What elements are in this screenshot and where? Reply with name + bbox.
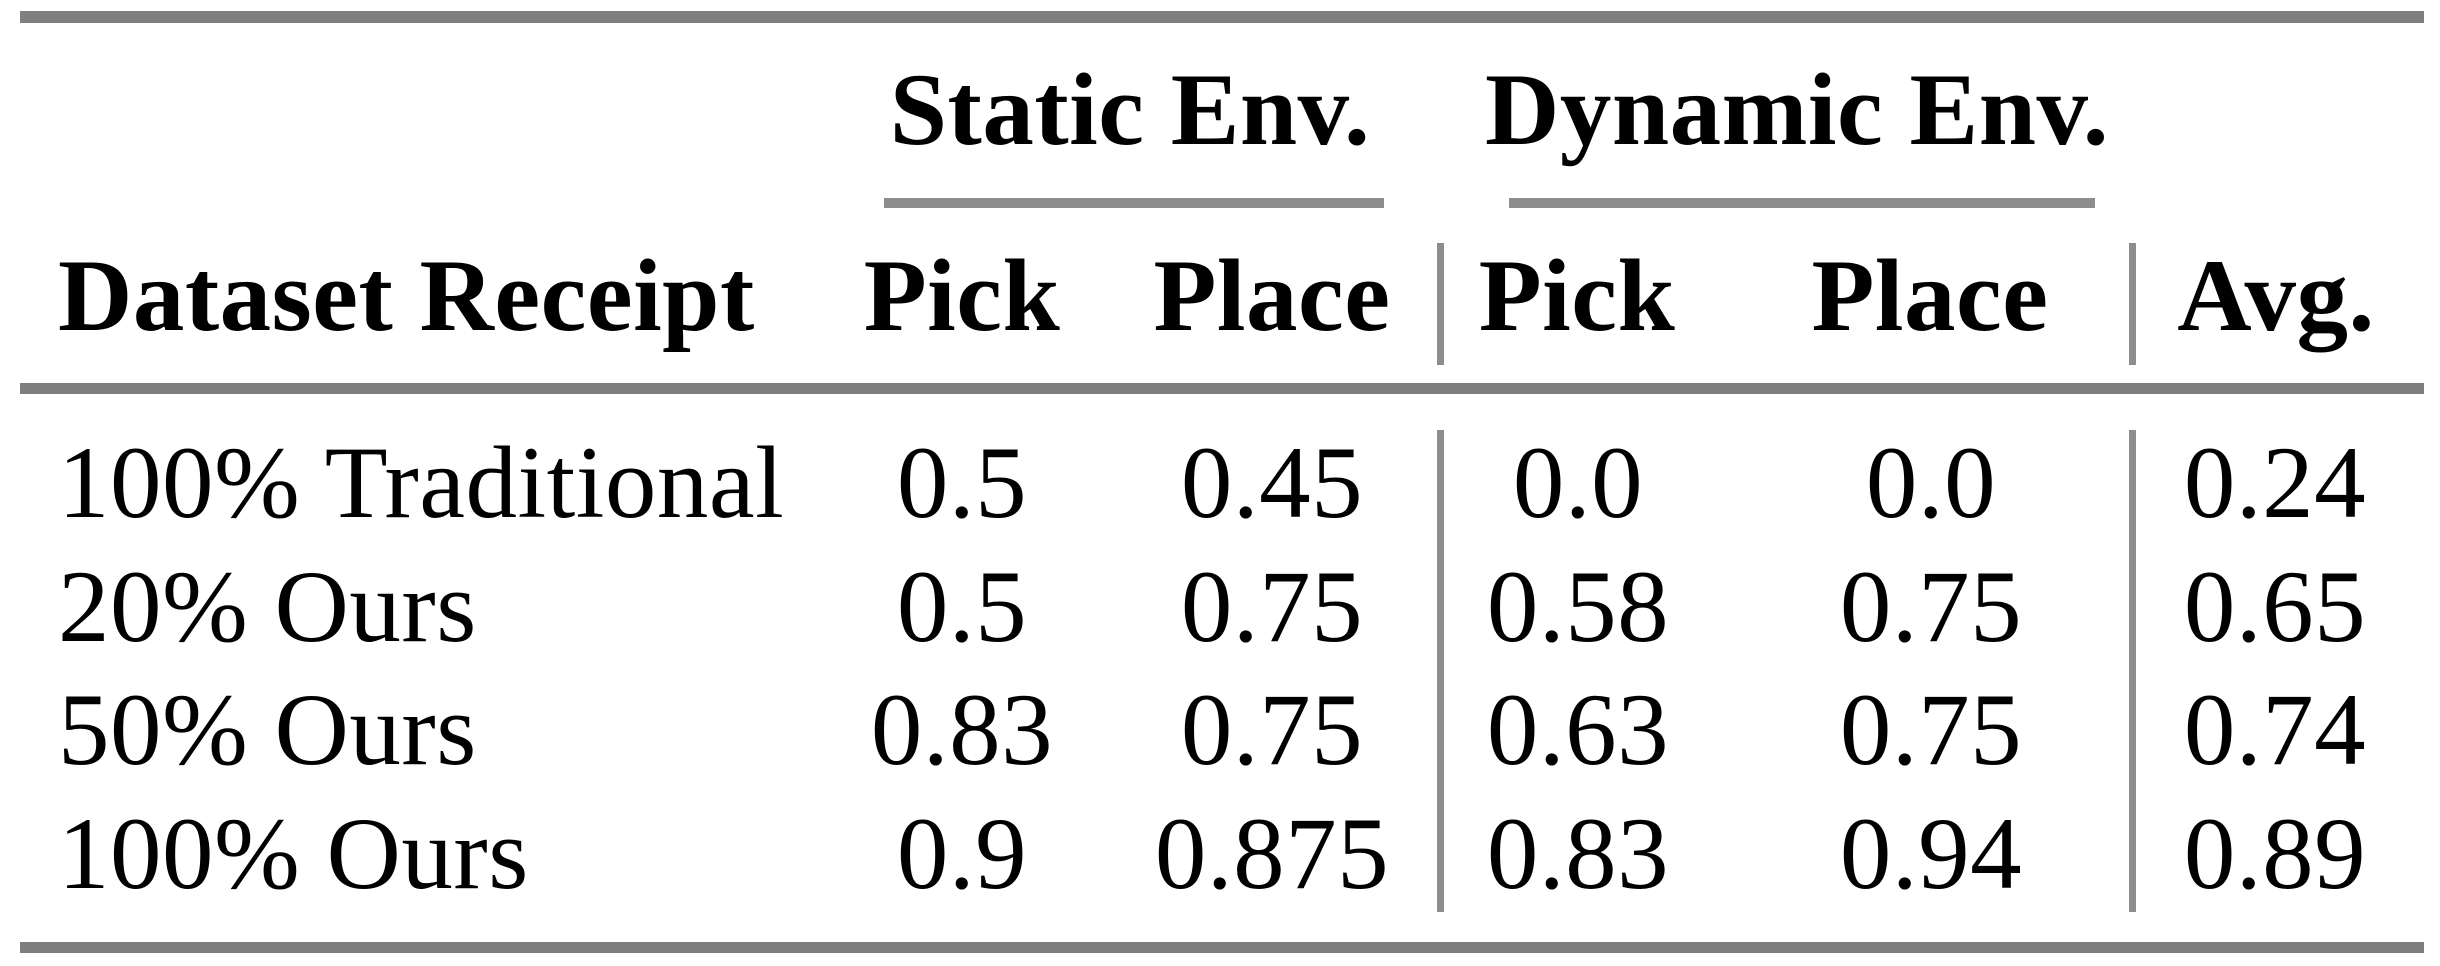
header-vline-static-dynamic — [1437, 243, 1444, 365]
group-header-static-env: Static Env. — [889, 53, 1371, 167]
cell-avg: 0.74 — [2183, 673, 2367, 787]
cell-static-place: 0.75 — [1180, 550, 1364, 664]
cell-avg: 0.89 — [2183, 797, 2367, 911]
group-header-dynamic-env: Dynamic Env. — [1484, 53, 2110, 167]
col-header-static-pick: Pick — [863, 239, 1061, 353]
body-vline-avg — [2129, 430, 2136, 912]
cell-static-pick: 0.5 — [896, 550, 1028, 664]
cell-dynamic-pick: 0.0 — [1512, 426, 1644, 540]
cell-dynamic-place: 0.75 — [1839, 550, 2023, 664]
bottom-rule — [20, 942, 2424, 953]
cell-dynamic-place: 0.94 — [1839, 797, 2023, 911]
col-header-dynamic-place: Place — [1811, 239, 2049, 353]
col-header-dataset-receipt: Dataset Receipt — [58, 239, 755, 353]
row-label: 20% Ours — [58, 550, 477, 664]
col-header-dynamic-pick: Pick — [1478, 239, 1676, 353]
col-header-avg: Avg. — [2177, 239, 2375, 353]
cell-dynamic-pick: 0.58 — [1486, 550, 1670, 664]
cell-dynamic-pick: 0.83 — [1486, 797, 1670, 911]
cell-dynamic-place: 0.0 — [1865, 426, 1997, 540]
cell-avg: 0.24 — [2183, 426, 2367, 540]
cell-dynamic-pick: 0.63 — [1486, 673, 1670, 787]
row-label: 100% Ours — [58, 797, 529, 911]
cell-avg: 0.65 — [2183, 550, 2367, 664]
body-vline-static-dynamic — [1437, 430, 1444, 912]
static-env-cmidrule — [884, 198, 1384, 208]
cell-dynamic-place: 0.75 — [1839, 673, 2023, 787]
cell-static-place: 0.45 — [1180, 426, 1364, 540]
cell-static-pick: 0.5 — [896, 426, 1028, 540]
row-label: 50% Ours — [58, 673, 477, 787]
header-vline-avg — [2129, 243, 2136, 365]
row-label: 100% Traditional — [58, 426, 785, 540]
dynamic-env-cmidrule — [1509, 198, 2095, 208]
col-header-static-place: Place — [1153, 239, 1391, 353]
top-rule — [20, 11, 2424, 23]
cell-static-pick: 0.9 — [896, 797, 1028, 911]
cell-static-place: 0.875 — [1154, 797, 1390, 911]
cell-static-pick: 0.83 — [870, 673, 1054, 787]
header-mid-rule — [20, 383, 2424, 394]
cell-static-place: 0.75 — [1180, 673, 1364, 787]
